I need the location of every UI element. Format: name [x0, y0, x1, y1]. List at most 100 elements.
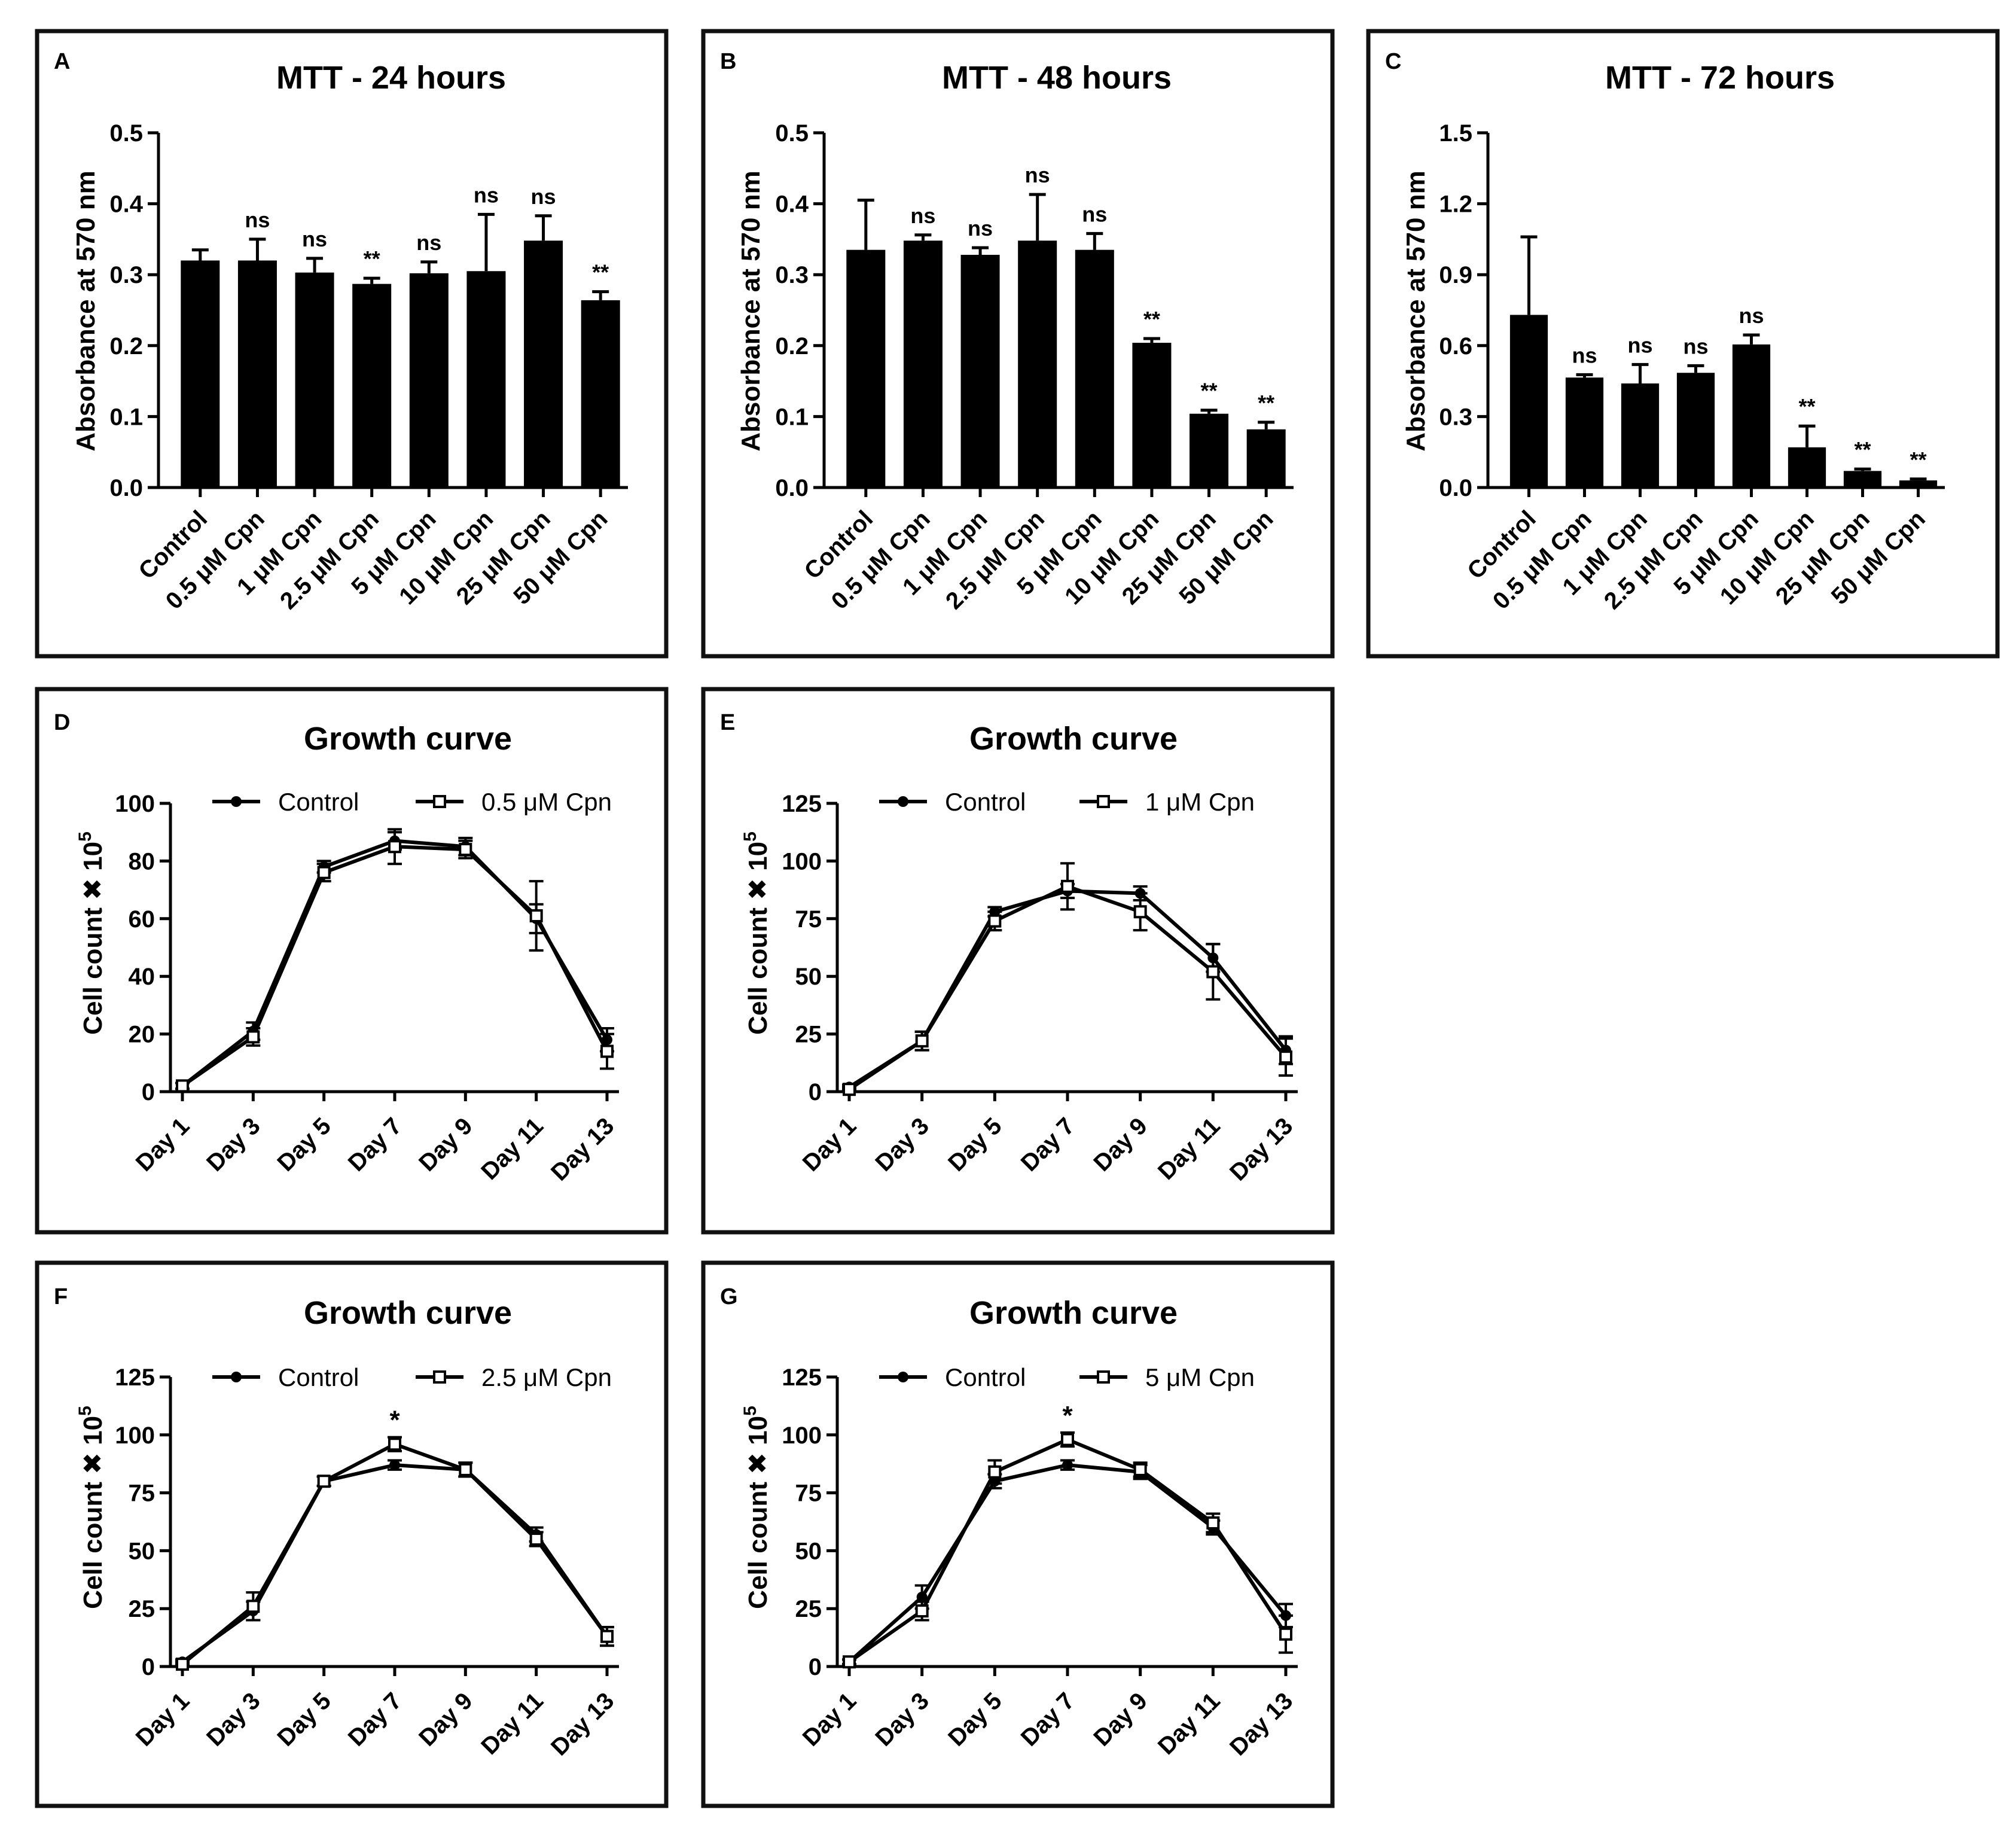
y-tick-label: 0.9 — [1439, 262, 1472, 288]
x-tick-label: Day 7 — [1016, 1113, 1080, 1177]
y-axis-label-sup: 5 — [740, 831, 760, 842]
data-point — [898, 1372, 908, 1382]
panel-a: A MTT - 24 hours Absorbance at 570 nm 0.… — [35, 29, 669, 659]
legend-label: 5 μM Cpn — [1145, 1363, 1255, 1391]
panel-c: C MTT - 72 hours Absorbance at 570 nm 0.… — [1366, 29, 2000, 659]
significance-label: ** — [1854, 437, 1871, 462]
significance-label: ** — [1143, 307, 1160, 331]
bar — [1899, 480, 1938, 488]
bar — [466, 271, 506, 488]
y-axis-label-text: Cell count ✖ 10 — [743, 1416, 773, 1609]
y-tick-label: 100 — [782, 1422, 822, 1449]
bar — [1565, 377, 1604, 488]
data-point — [1097, 1370, 1110, 1384]
data-point — [1206, 1516, 1220, 1530]
y-tick-label: 0 — [142, 1654, 155, 1680]
bar — [1676, 373, 1715, 488]
significance-label: ns — [1683, 334, 1708, 358]
bar — [409, 273, 449, 488]
y-tick-label: 80 — [129, 848, 155, 875]
data-point — [988, 914, 1002, 928]
x-tick-label: Day 5 — [272, 1687, 336, 1751]
x-tick-label: Day 1 — [798, 1687, 862, 1751]
chart-title: Growth curve — [304, 1295, 512, 1331]
y-tick-label: 0.2 — [109, 333, 143, 360]
y-axis-label: Absorbance at 570 nm — [1401, 170, 1431, 452]
x-tick-label: Day 1 — [131, 1113, 195, 1177]
data-point — [388, 1437, 401, 1451]
data-point — [388, 840, 401, 854]
y-tick-label: 0.4 — [775, 191, 809, 218]
series-line-1 — [848, 884, 1288, 1091]
y-tick-label: 20 — [129, 1022, 155, 1048]
x-tick-label: Day 1 — [131, 1687, 195, 1751]
significance-label: ** — [364, 246, 380, 271]
chart-title: MTT - 72 hours — [1605, 60, 1835, 96]
data-point — [915, 1604, 929, 1618]
y-tick-label: 1.5 — [1439, 120, 1472, 147]
y-tick-label: 125 — [782, 1364, 822, 1391]
chart-title: Growth curve — [969, 721, 1178, 757]
data-point — [1279, 1050, 1292, 1064]
x-tick-label: Day 9 — [1088, 1687, 1152, 1751]
data-point — [246, 1030, 260, 1044]
bar — [352, 284, 392, 488]
data-point — [231, 1372, 242, 1382]
x-tick-label: Day 13 — [1225, 1113, 1298, 1186]
bar — [846, 249, 886, 488]
y-tick-label: 0.1 — [109, 404, 143, 430]
y-tick-label: 40 — [129, 964, 155, 990]
x-tick-label: Day 5 — [943, 1113, 1007, 1177]
panel-g: G Growth curve Cell count ✖ 105 0 25 50 75 1… — [701, 1260, 1335, 1808]
data-point — [1097, 795, 1110, 808]
significance-label: ** — [1798, 394, 1815, 419]
y-tick-label: 0.0 — [109, 475, 143, 501]
x-tick-label: Day 13 — [546, 1113, 619, 1186]
panel-g-frame — [701, 1260, 1335, 1808]
significance-label: ns — [1739, 303, 1764, 328]
data-point — [317, 866, 331, 879]
y-axis-label: Cell count ✖ 105 — [75, 831, 108, 1035]
data-point — [916, 1591, 928, 1603]
data-point — [1061, 879, 1074, 893]
data-point — [988, 1465, 1002, 1479]
series-line-0 — [848, 1463, 1288, 1664]
y-tick-label: 50 — [795, 1538, 822, 1564]
y-axis-label: Cell count ✖ 105 — [740, 831, 773, 1035]
y-tick-label: 100 — [115, 1422, 155, 1449]
significance-label: ns — [1025, 163, 1050, 187]
panel-letter: E — [720, 710, 735, 735]
bar — [1621, 383, 1660, 488]
panel-letter: C — [1385, 49, 1401, 74]
bar — [1190, 413, 1229, 488]
bar — [1843, 471, 1882, 488]
data-point — [433, 795, 446, 808]
x-tick-label: Day 3 — [202, 1687, 266, 1751]
data-point — [1133, 1463, 1147, 1476]
x-tick-label: Day 3 — [202, 1113, 266, 1177]
x-tick-label: Day 11 — [1153, 1687, 1225, 1760]
panel-e-frame — [701, 687, 1335, 1235]
series-line-1 — [181, 1442, 609, 1666]
panel-letter: B — [720, 49, 736, 74]
x-tick-label: Day 11 — [1153, 1113, 1225, 1185]
y-tick-label: 75 — [129, 1480, 155, 1507]
y-tick-label: 0.3 — [109, 262, 143, 288]
y-tick-label: 100 — [115, 791, 155, 817]
x-tick-label: Day 9 — [1088, 1113, 1152, 1177]
x-tick-label: Day 11 — [476, 1113, 548, 1185]
bar — [1788, 447, 1826, 488]
significance-label: ns — [1572, 343, 1597, 367]
chart-title: MTT - 48 hours — [942, 60, 1172, 96]
y-axis-label: Cell count ✖ 105 — [740, 1406, 773, 1609]
x-tick-label: Day 9 — [414, 1113, 478, 1177]
x-tick-label: Day 3 — [870, 1113, 934, 1177]
significance-label: ns — [910, 203, 935, 228]
significance-annotation: * — [1062, 1401, 1073, 1430]
data-point — [176, 1658, 189, 1671]
bar — [181, 260, 220, 488]
bar — [960, 254, 1000, 488]
